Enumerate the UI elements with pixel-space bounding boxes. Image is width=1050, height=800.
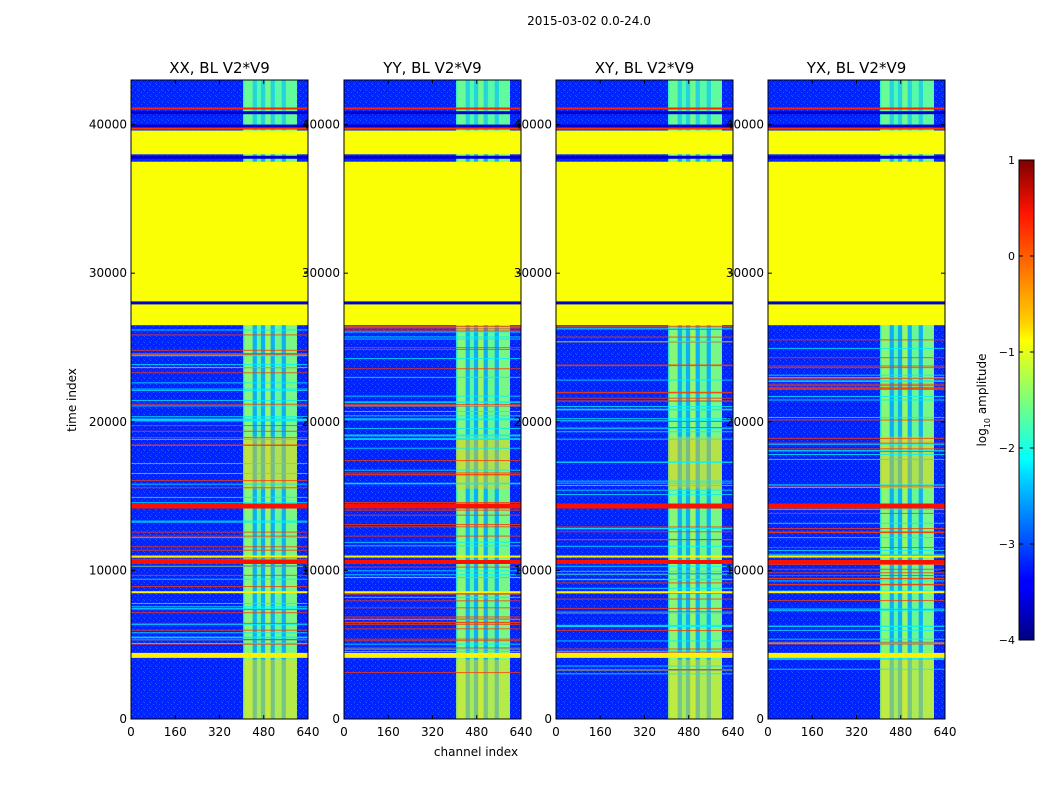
y-tick-label: 0 — [119, 712, 127, 726]
x-tick-label: 640 — [722, 725, 745, 739]
colorbar-tick-label: −1 — [999, 346, 1015, 359]
y-tick-label: 0 — [332, 712, 340, 726]
panel-xy: XY, BL V2*V9 0 160 320 480 640 0 10000 20000 3000… — [514, 59, 745, 739]
heatmap-image — [344, 80, 521, 719]
x-tick-label: 160 — [164, 725, 187, 739]
colorbar-tick-label: −2 — [999, 442, 1015, 455]
colorbar-gradient — [1018, 159, 1035, 641]
x-tick-label: 0 — [764, 725, 772, 739]
y-tick-label: 20000 — [89, 415, 127, 429]
y-tick-label: 30000 — [89, 266, 127, 280]
panel-title: XX, BL V2*V9 — [169, 59, 270, 77]
x-axis-label: channel index — [434, 745, 518, 759]
panel-title: YX, BL V2*V9 — [806, 59, 907, 77]
y-tick-label: 20000 — [302, 415, 340, 429]
panels: XX, BL V2*V9 0 160 320 480 640 0 10000 20000 3000… — [89, 59, 957, 739]
y-tick-label: 0 — [756, 712, 764, 726]
y-tick-label: 10000 — [302, 563, 340, 577]
x-tick-label: 640 — [510, 725, 533, 739]
x-tick-label: 160 — [377, 725, 400, 739]
y-tick-label: 40000 — [302, 118, 340, 132]
y-tick-label: 20000 — [514, 415, 552, 429]
colorbar-tick-label: 0 — [1008, 250, 1015, 263]
x-tick-label: 0 — [340, 725, 348, 739]
x-tick-label: 480 — [889, 725, 912, 739]
y-tick-label: 10000 — [726, 563, 764, 577]
y-tick-label: 10000 — [514, 563, 552, 577]
y-tick-label: 30000 — [514, 266, 552, 280]
x-tick-label: 320 — [845, 725, 868, 739]
heatmap-image — [768, 80, 945, 719]
x-tick-label: 480 — [252, 725, 275, 739]
x-tick-label: 640 — [297, 725, 320, 739]
y-tick-label: 30000 — [302, 266, 340, 280]
x-tick-label: 160 — [801, 725, 824, 739]
y-tick-label: 40000 — [89, 118, 127, 132]
y-axis-label: time index — [65, 368, 79, 432]
panel-xx: XX, BL V2*V9 0 160 320 480 640 0 10000 20000 3000… — [89, 59, 320, 739]
y-tick-label: 40000 — [514, 118, 552, 132]
y-tick-label: 10000 — [89, 563, 127, 577]
heatmap-image — [131, 80, 308, 719]
panel-title: YY, BL V2*V9 — [382, 59, 481, 77]
heatmap-image — [556, 80, 733, 719]
colorbar: 1 0 −1 −2 −3 −4 log10 amplitude — [975, 154, 1035, 647]
y-tick-label: 40000 — [726, 118, 764, 132]
colorbar-ticks: 1 0 −1 −2 −3 −4 — [999, 154, 1034, 647]
colorbar-label: log10 amplitude — [975, 354, 992, 447]
colorbar-tick-label: −3 — [999, 538, 1015, 551]
x-tick-label: 0 — [552, 725, 560, 739]
panel-title: XY, BL V2*V9 — [595, 59, 695, 77]
y-tick-label: 20000 — [726, 415, 764, 429]
colorbar-tick-label: 1 — [1008, 154, 1015, 167]
panel-yx: YX, BL V2*V9 0 160 320 480 640 0 10000 20000 3000… — [726, 59, 957, 739]
panel-yy: YY, BL V2*V9 0 160 320 480 640 0 10000 20000 3000… — [302, 59, 533, 739]
x-tick-label: 320 — [421, 725, 444, 739]
y-tick-label: 0 — [544, 712, 552, 726]
x-tick-label: 640 — [934, 725, 957, 739]
y-tick-label: 30000 — [726, 266, 764, 280]
x-tick-label: 320 — [633, 725, 656, 739]
x-tick-label: 160 — [589, 725, 612, 739]
x-tick-label: 0 — [127, 725, 135, 739]
x-tick-label: 480 — [465, 725, 488, 739]
x-tick-label: 320 — [208, 725, 231, 739]
x-tick-label: 480 — [677, 725, 700, 739]
colorbar-tick-label: −4 — [999, 634, 1015, 647]
figure-title: 2015-03-02 0.0-24.0 — [527, 14, 651, 28]
